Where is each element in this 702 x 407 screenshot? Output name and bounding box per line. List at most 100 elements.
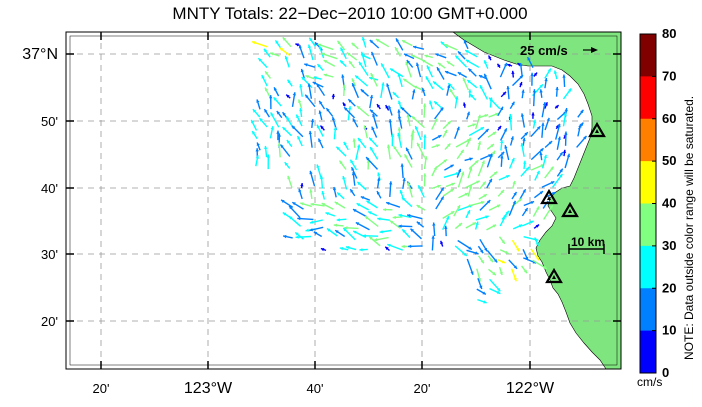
lat-label: 30' xyxy=(41,247,58,262)
current-vector xyxy=(250,119,258,131)
current-vector xyxy=(486,178,493,189)
frame-inner-border xyxy=(69,35,618,366)
current-vector xyxy=(431,118,438,130)
current-vector xyxy=(299,108,303,118)
current-vector xyxy=(556,168,564,177)
lon-label: 20' xyxy=(93,381,110,396)
current-vector xyxy=(429,100,434,110)
current-vector xyxy=(531,112,535,119)
current-vector xyxy=(564,131,568,146)
current-vector xyxy=(435,196,445,210)
colorbar-segment xyxy=(640,330,656,374)
current-vector xyxy=(444,164,455,171)
current-vector xyxy=(453,204,461,217)
current-vector xyxy=(500,155,504,167)
current-vector xyxy=(556,136,561,150)
current-vector xyxy=(500,91,507,98)
current-vector xyxy=(276,130,280,141)
station-triangle-icon xyxy=(545,267,563,284)
current-vector xyxy=(298,188,303,200)
current-vector xyxy=(444,43,458,51)
current-vector xyxy=(456,149,465,160)
current-vector xyxy=(317,138,324,149)
current-vector xyxy=(521,89,525,99)
current-vector xyxy=(442,188,455,197)
current-vector xyxy=(331,93,335,100)
current-vector xyxy=(410,133,414,149)
colorbar-segment xyxy=(640,161,656,205)
current-vector xyxy=(287,175,293,188)
current-vector xyxy=(498,236,506,245)
current-vector xyxy=(474,114,481,130)
current-vector xyxy=(562,74,566,87)
current-vector xyxy=(392,91,400,99)
current-vector xyxy=(477,298,487,304)
current-vector xyxy=(423,103,427,118)
current-vector xyxy=(321,202,334,210)
current-vector xyxy=(435,53,447,59)
current-vector xyxy=(288,215,302,227)
current-vector xyxy=(511,239,520,252)
current-vector xyxy=(467,67,477,77)
current-vector xyxy=(465,137,472,147)
current-vector xyxy=(256,142,261,151)
current-vector xyxy=(544,140,553,149)
current-vector xyxy=(499,62,508,78)
current-vector xyxy=(299,84,303,97)
current-vector xyxy=(344,226,359,230)
current-vector xyxy=(355,221,370,231)
current-vector xyxy=(436,66,445,80)
current-vector xyxy=(343,106,356,119)
current-vector xyxy=(339,247,349,251)
colorbar-note: NOTE: Data outside color range will be s… xyxy=(682,96,696,360)
current-vectors xyxy=(250,36,588,304)
current-vector xyxy=(255,155,260,167)
current-vector xyxy=(348,60,356,69)
current-vector xyxy=(445,182,456,188)
current-vector xyxy=(405,147,413,160)
current-vector xyxy=(468,89,472,98)
current-vector xyxy=(298,44,305,59)
current-vector xyxy=(519,188,527,200)
current-vector xyxy=(252,108,261,118)
current-vector xyxy=(454,222,463,230)
current-vector xyxy=(405,61,412,78)
current-vector xyxy=(512,224,523,230)
current-vector xyxy=(397,132,403,149)
current-vector xyxy=(489,171,498,179)
current-vector xyxy=(511,70,515,78)
current-vector xyxy=(475,215,489,221)
current-vector xyxy=(386,83,393,100)
colorbar-tick-label: 10 xyxy=(662,323,676,338)
current-vector xyxy=(530,72,534,86)
current-vector xyxy=(462,77,470,91)
current-vector xyxy=(498,174,510,181)
current-vector xyxy=(488,112,499,118)
current-vector xyxy=(399,189,404,198)
current-vector xyxy=(444,225,448,237)
current-vector xyxy=(454,126,460,140)
current-vector xyxy=(466,258,474,276)
colorbar-tick-label: 80 xyxy=(662,26,676,41)
colorbar-segment xyxy=(640,118,656,162)
current-vector xyxy=(533,190,544,199)
current-vector xyxy=(406,113,411,127)
current-vector xyxy=(256,99,261,110)
current-vector xyxy=(280,199,294,208)
current-vector xyxy=(562,112,567,127)
current-vector xyxy=(511,268,517,282)
current-vector xyxy=(347,98,356,107)
current-vector xyxy=(421,59,434,67)
current-vector xyxy=(444,143,451,150)
current-vector xyxy=(554,104,560,109)
colorbar-segment xyxy=(640,203,656,247)
current-vector xyxy=(342,227,356,241)
current-vector xyxy=(339,59,347,68)
current-vector xyxy=(326,227,338,237)
current-vector xyxy=(416,142,426,158)
current-vector xyxy=(477,141,482,151)
colorbar: 80 70 60 50 40 30 20 10 0 xyxy=(639,26,676,380)
lat-label: 50' xyxy=(41,114,58,129)
right-arrow-icon xyxy=(583,47,598,53)
current-vector xyxy=(541,101,547,118)
